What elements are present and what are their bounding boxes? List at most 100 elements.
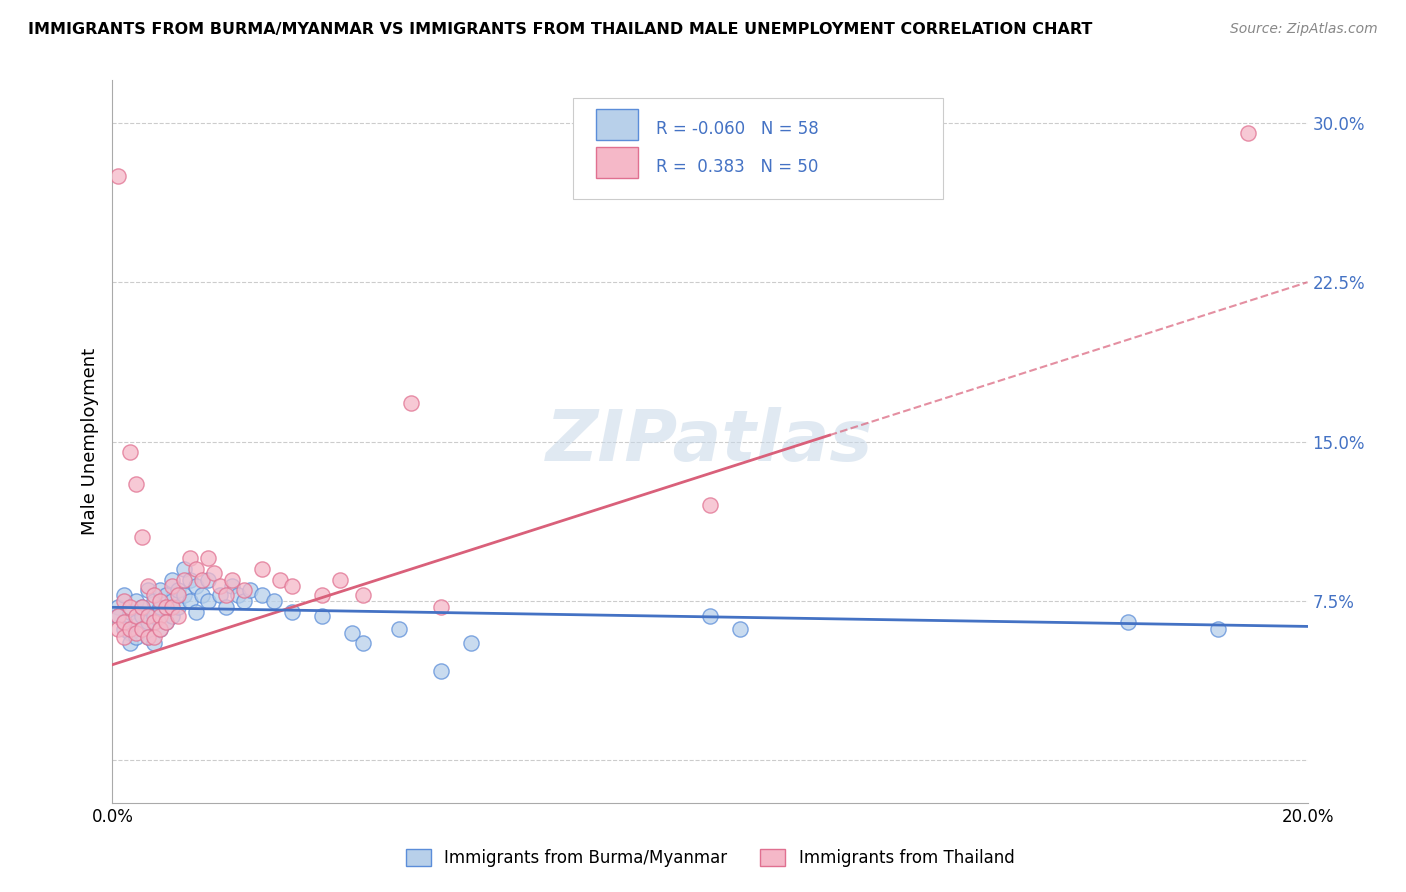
Point: [143, 608, 166, 623]
Bar: [596, 147, 638, 178]
Point: [221, 573, 243, 587]
Point: [107, 608, 129, 623]
Point: [728, 622, 751, 636]
Point: [120, 445, 142, 459]
Point: [120, 622, 142, 636]
Point: [197, 594, 219, 608]
Point: [114, 588, 135, 602]
Point: [120, 600, 142, 615]
Point: [131, 622, 153, 636]
Point: [107, 169, 129, 183]
Point: [281, 605, 304, 619]
Bar: [596, 109, 638, 139]
Point: [329, 573, 352, 587]
Point: [311, 608, 333, 623]
Point: [138, 583, 160, 598]
Point: [430, 664, 453, 678]
Point: [162, 600, 183, 615]
Point: [353, 636, 375, 650]
Point: [311, 588, 333, 602]
FancyBboxPatch shape: [572, 98, 943, 200]
Point: [167, 588, 190, 602]
Point: [155, 588, 177, 602]
Point: [131, 608, 153, 623]
Point: [226, 588, 249, 602]
Point: [162, 579, 183, 593]
Point: [1118, 615, 1140, 630]
Point: [239, 583, 262, 598]
Point: [138, 579, 160, 593]
Point: [162, 594, 183, 608]
Point: [388, 622, 411, 636]
Point: [143, 636, 166, 650]
Point: [197, 551, 219, 566]
Point: [179, 594, 201, 608]
Point: [120, 605, 142, 619]
Text: R =  0.383   N = 50: R = 0.383 N = 50: [657, 158, 818, 176]
Point: [131, 622, 153, 636]
Point: [162, 608, 183, 623]
Point: [107, 622, 129, 636]
Point: [191, 588, 214, 602]
Text: IMMIGRANTS FROM BURMA/MYANMAR VS IMMIGRANTS FROM THAILAND MALE UNEMPLOYMENT CORR: IMMIGRANTS FROM BURMA/MYANMAR VS IMMIGRA…: [28, 22, 1092, 37]
Point: [173, 588, 195, 602]
Point: [281, 579, 304, 593]
Text: Source: ZipAtlas.com: Source: ZipAtlas.com: [1230, 22, 1378, 37]
Point: [107, 600, 129, 615]
Point: [125, 630, 148, 644]
Point: [167, 608, 190, 623]
Point: [138, 608, 160, 623]
Point: [209, 579, 232, 593]
Point: [138, 630, 160, 644]
Point: [186, 605, 208, 619]
Point: [173, 573, 195, 587]
Text: ZIPatlas: ZIPatlas: [547, 407, 873, 476]
Point: [186, 579, 208, 593]
Point: [202, 566, 225, 581]
Point: [107, 608, 129, 623]
Point: [233, 594, 256, 608]
Point: [138, 615, 160, 630]
Point: [120, 625, 142, 640]
Text: R = -0.060   N = 58: R = -0.060 N = 58: [657, 120, 820, 138]
Point: [167, 600, 190, 615]
Point: [162, 573, 183, 587]
Point: [221, 579, 243, 593]
Point: [143, 588, 166, 602]
Point: [125, 477, 148, 491]
Point: [155, 615, 177, 630]
Point: [131, 600, 153, 615]
Point: [143, 630, 166, 644]
Point: [138, 630, 160, 644]
Point: [460, 636, 482, 650]
Point: [340, 625, 363, 640]
Point: [149, 583, 172, 598]
Point: [191, 573, 214, 587]
Point: [114, 630, 135, 644]
Legend: Immigrants from Burma/Myanmar, Immigrants from Thailand: Immigrants from Burma/Myanmar, Immigrant…: [399, 842, 1021, 874]
Point: [149, 594, 172, 608]
Point: [215, 588, 238, 602]
Point: [143, 615, 166, 630]
Point: [120, 636, 142, 650]
Point: [215, 600, 238, 615]
Point: [263, 594, 285, 608]
Point: [353, 588, 375, 602]
Point: [125, 594, 148, 608]
Point: [699, 608, 721, 623]
Point: [114, 622, 135, 636]
Point: [233, 583, 256, 598]
Point: [1206, 622, 1229, 636]
Point: [250, 588, 273, 602]
Point: [143, 594, 166, 608]
Point: [125, 625, 148, 640]
Point: [699, 498, 721, 512]
Point: [131, 600, 153, 615]
Point: [1237, 127, 1260, 141]
Y-axis label: Male Unemployment: Male Unemployment: [80, 348, 98, 535]
Point: [167, 583, 190, 598]
Point: [114, 615, 135, 630]
Point: [186, 562, 208, 576]
Point: [430, 600, 453, 615]
Point: [125, 615, 148, 630]
